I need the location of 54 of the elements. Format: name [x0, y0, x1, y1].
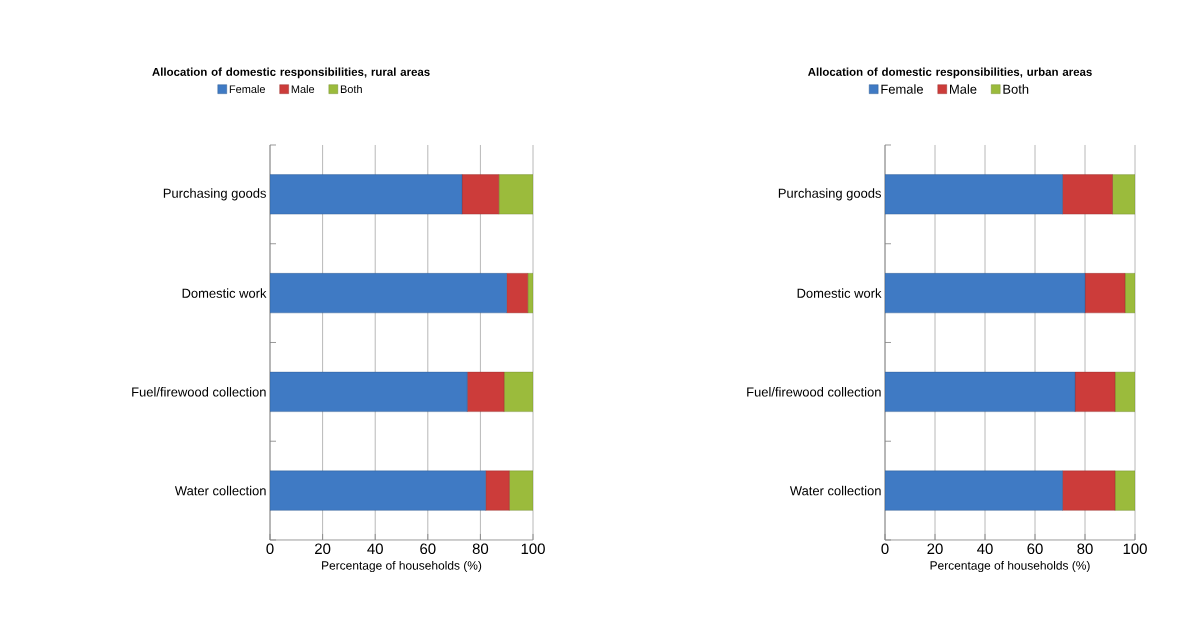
- bar: [1084, 273, 1126, 314]
- bar: [270, 470, 486, 511]
- bar: [1124, 273, 1136, 314]
- x-tick-label: 60: [420, 543, 436, 555]
- x-tick-label: 80: [472, 543, 489, 555]
- bar: [270, 174, 463, 215]
- x-tick-label: 40: [367, 543, 383, 555]
- bar: [270, 273, 507, 314]
- x-tick-label: 0: [266, 543, 274, 555]
- x-tick-label: 60: [1027, 543, 1043, 555]
- bar: [270, 371, 468, 412]
- x-tick-label: 100: [521, 543, 545, 555]
- x-tick-label: 80: [1077, 543, 1093, 555]
- bar: [1114, 470, 1136, 511]
- bar: [527, 273, 534, 314]
- legend-label: Male: [291, 84, 315, 94]
- bar: [885, 470, 1063, 511]
- bar: [506, 273, 528, 314]
- bar: [885, 273, 1086, 314]
- chart-title: Allocation of domestic responsibilities, rural areas: [152, 67, 430, 79]
- bar: [1112, 174, 1136, 215]
- x-tick-label: 0: [881, 543, 889, 555]
- y-tick-label: Water collection: [789, 485, 881, 496]
- bar: [498, 174, 534, 215]
- x-tick-label: 100: [1123, 543, 1147, 555]
- legend-label: Female: [229, 84, 265, 94]
- bar: [1074, 371, 1116, 412]
- y-tick-label: Domestic work: [797, 288, 882, 298]
- x-tick-label: 20: [315, 543, 331, 555]
- legend-label: Both: [340, 84, 362, 94]
- y-tick-label: Purchasing goods: [163, 188, 266, 201]
- bar: [885, 371, 1076, 412]
- bar: [485, 470, 510, 511]
- legend-label: Male: [950, 84, 977, 94]
- x-axis-title: Percentage of households (%): [322, 560, 482, 573]
- bar: [503, 371, 534, 412]
- y-tick-label: Water collection: [174, 485, 266, 496]
- bar: [467, 371, 505, 412]
- chart-title: Allocation of domestic responsibilities, urban areas: [808, 67, 1092, 79]
- legend-label: Female: [881, 84, 923, 94]
- bar: [1114, 371, 1136, 412]
- x-tick-label: 20: [927, 543, 943, 555]
- y-tick-label: Domestic work: [182, 288, 267, 298]
- y-tick-label: Fuel/firewood collection: [132, 387, 266, 397]
- y-tick-label: Purchasing goods: [778, 188, 881, 201]
- bar: [1062, 174, 1113, 215]
- bar: [885, 174, 1063, 215]
- x-tick-label: 40: [977, 543, 993, 555]
- x-axis-title: Percentage of households (%): [930, 560, 1090, 573]
- legend-label: Both: [1003, 84, 1029, 94]
- bar: [1062, 470, 1116, 511]
- bar: [461, 174, 500, 215]
- bar: [509, 470, 534, 511]
- y-tick-label: Fuel/firewood collection: [747, 387, 881, 397]
